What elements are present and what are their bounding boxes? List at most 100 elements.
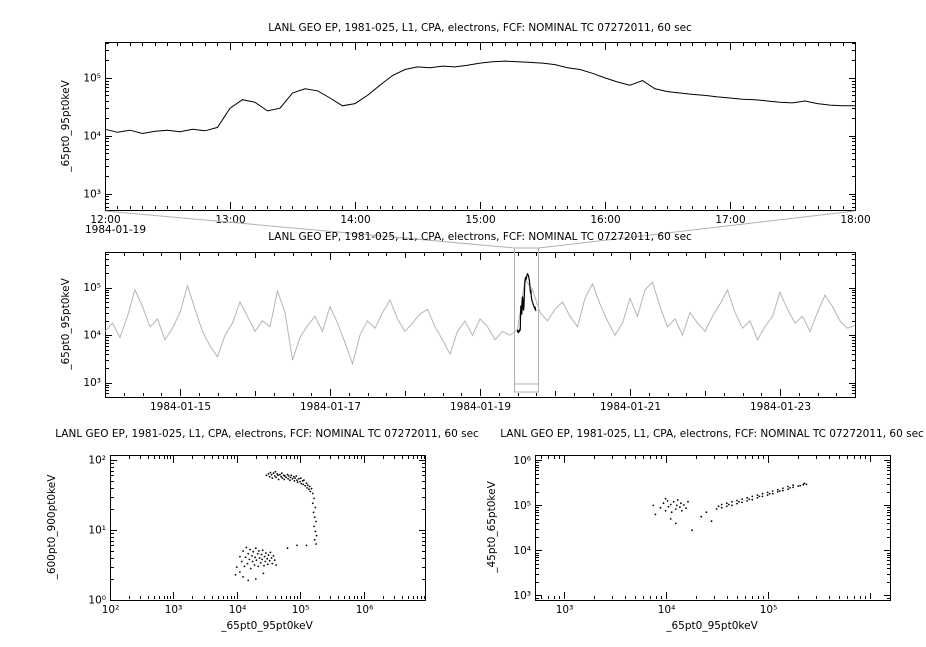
data-point bbox=[253, 564, 256, 566]
data-point bbox=[285, 476, 288, 479]
data-point bbox=[305, 482, 308, 484]
data-point bbox=[305, 544, 308, 547]
data-point bbox=[725, 505, 728, 508]
data-point bbox=[311, 502, 314, 505]
data-point bbox=[652, 504, 655, 507]
data-point bbox=[738, 500, 740, 503]
data-point bbox=[766, 491, 769, 494]
data-point bbox=[254, 578, 257, 580]
data-point bbox=[262, 572, 265, 575]
data-point bbox=[296, 544, 298, 547]
data-point bbox=[667, 505, 670, 508]
x-tick-label: 1984-01-17 bbox=[300, 401, 361, 413]
x-tick-label: 10³ bbox=[556, 604, 574, 616]
data-point bbox=[248, 558, 251, 561]
y-tick-label: 10³ bbox=[83, 188, 101, 200]
data-point bbox=[289, 479, 291, 482]
data-point bbox=[720, 503, 723, 506]
data-point bbox=[280, 475, 282, 478]
data-point bbox=[299, 477, 302, 479]
panel-scatter-left[interactable]: 10⁰ 10¹ 10² 10² 10³ 10⁴ 10⁵ 10⁶ bbox=[88, 454, 426, 616]
x-tick-label: 1984-01-15 bbox=[150, 401, 211, 413]
data-point bbox=[799, 484, 802, 487]
data-point bbox=[802, 483, 805, 486]
data-point bbox=[243, 565, 246, 568]
context-zoom-box[interactable] bbox=[514, 247, 539, 393]
data-point bbox=[758, 495, 761, 498]
x-tick-label: 1984-01-19 bbox=[450, 401, 511, 413]
series-line bbox=[104, 60, 855, 135]
series-line bbox=[104, 278, 856, 366]
data-point bbox=[736, 499, 738, 502]
plot-border bbox=[110, 455, 426, 601]
data-point bbox=[768, 492, 771, 495]
panel-title-overview: LANL GEO EP, 1981-025, L1, CPA, electron… bbox=[268, 231, 692, 243]
data-point bbox=[312, 511, 315, 514]
x-tick-label: 1984-01-23 bbox=[750, 401, 811, 413]
data-point bbox=[295, 475, 298, 477]
data-point bbox=[298, 477, 300, 480]
x-tick-label: 12:00 bbox=[90, 214, 120, 226]
data-point bbox=[805, 483, 808, 486]
data-point bbox=[287, 475, 290, 477]
data-point bbox=[782, 487, 784, 490]
panel-scatter-right[interactable]: 10³ 10⁴ 10⁵ 10⁶ 10³ 10⁴ 10⁵ bbox=[513, 455, 891, 616]
data-point bbox=[300, 482, 303, 485]
data-point bbox=[664, 509, 667, 512]
x-tick-label: 10⁵ bbox=[760, 604, 778, 616]
x-tick-label: 18:00 bbox=[840, 214, 870, 226]
scatter-points bbox=[652, 482, 808, 532]
data-point bbox=[268, 559, 271, 562]
data-point bbox=[782, 489, 784, 492]
data-point bbox=[249, 567, 252, 570]
panel-title-scatter-left: LANL GEO EP, 1981-025, L1, CPA, electron… bbox=[55, 428, 479, 440]
data-point bbox=[251, 555, 253, 557]
data-point bbox=[717, 505, 720, 508]
data-point bbox=[273, 559, 276, 561]
data-point bbox=[273, 475, 276, 477]
data-point bbox=[676, 499, 679, 501]
data-point bbox=[710, 520, 713, 523]
x-axis-label-scatter-right: _65pt0_95pt0keV bbox=[666, 620, 758, 632]
data-point bbox=[705, 511, 708, 514]
data-point bbox=[276, 473, 279, 475]
data-point bbox=[270, 557, 273, 559]
data-point bbox=[731, 500, 733, 503]
data-point bbox=[669, 503, 672, 506]
data-point bbox=[776, 491, 779, 493]
data-point bbox=[776, 488, 779, 491]
data-point bbox=[662, 502, 665, 505]
data-point bbox=[664, 497, 667, 500]
data-point bbox=[654, 513, 657, 516]
y-tick-label: 10⁴ bbox=[513, 545, 531, 557]
x-tick-label: 10⁴ bbox=[229, 604, 247, 616]
data-point bbox=[715, 508, 718, 510]
data-point bbox=[294, 477, 296, 479]
data-point bbox=[260, 553, 263, 556]
data-point bbox=[299, 480, 301, 483]
data-point bbox=[266, 557, 269, 560]
data-point bbox=[291, 477, 294, 480]
data-point bbox=[270, 473, 273, 476]
data-point bbox=[267, 473, 270, 475]
x-tick-label: 10⁵ bbox=[292, 604, 310, 616]
data-point bbox=[771, 492, 774, 495]
x-tick-label: 15:00 bbox=[465, 214, 495, 226]
highlight-series-line bbox=[516, 272, 537, 334]
data-point bbox=[727, 503, 730, 506]
data-point bbox=[269, 551, 272, 554]
data-point bbox=[265, 552, 267, 554]
y-axis-label-overview: _65pt0_95pt0keV bbox=[60, 278, 72, 370]
data-point bbox=[275, 476, 277, 479]
data-point bbox=[314, 506, 317, 509]
panel-overview-timeseries[interactable]: 10³ 10⁴ 10⁵ 1984-01-15 1984-01-17 1984-01-19 1… bbox=[83, 247, 856, 413]
data-point bbox=[277, 478, 280, 481]
panel-top-timeseries[interactable]: 10³ 10⁴ 10⁵ 12:00 13:00 14:00 15:00 16:00 17:00 1… bbox=[83, 42, 871, 227]
data-point bbox=[787, 488, 789, 491]
data-point bbox=[691, 529, 693, 532]
data-point bbox=[246, 562, 249, 565]
data-point bbox=[672, 500, 675, 503]
y-tick-label: 10¹ bbox=[88, 524, 106, 536]
data-point bbox=[261, 549, 264, 552]
